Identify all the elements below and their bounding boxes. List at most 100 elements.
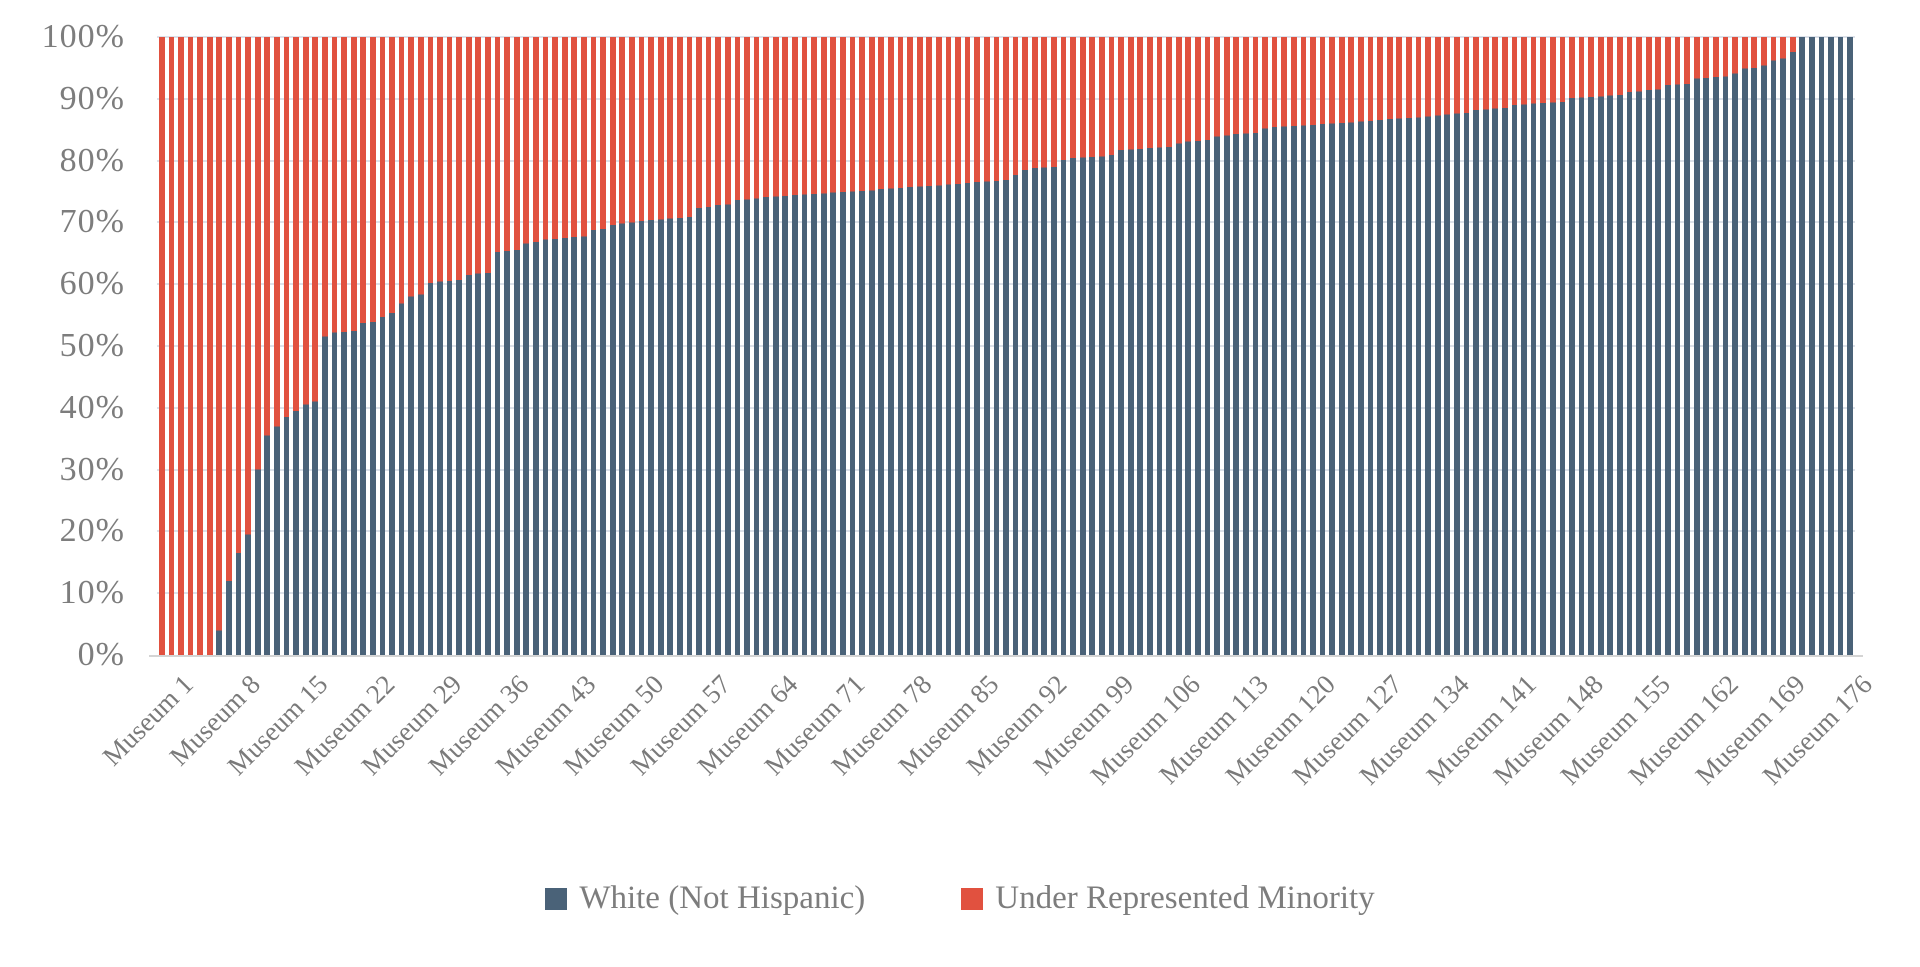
bar-museum-25 [389,37,395,655]
bar-museum-111 [1214,37,1220,655]
bar-museum-4 [187,37,194,655]
bar-museum-108 [1185,37,1192,655]
bar-museum-133 [1425,37,1431,655]
bar-museum-92 [1031,37,1038,655]
bar-museum-143 [1521,37,1527,655]
bar-museum-75 [868,37,875,655]
bar-museum-47 [600,37,606,655]
bar-museum-6 [206,37,213,655]
y-tick-label-30: 30% [59,450,125,488]
bar-museum-63 [753,37,760,655]
bar-museum-36 [494,37,501,655]
bar-museum-146 [1549,37,1556,655]
bar-museum-43 [561,37,568,655]
bar-museum-162 [1703,37,1710,655]
bar-museum-176 [1837,37,1844,655]
bar-museum-85 [964,37,971,655]
bar-museum-65 [772,37,779,655]
bar-museum-58 [705,37,712,655]
bar-museum-83 [945,37,952,655]
bar-museum-42 [552,37,558,655]
bar-museum-87 [983,37,990,655]
bar-museum-95 [1060,37,1067,655]
bar-museum-30 [437,37,443,655]
y-tick-label-100: 100% [41,18,125,55]
bar-museum-166 [1741,37,1748,655]
bar-museum-161 [1693,37,1700,655]
legend-item-urm: Under Represented Minority [961,880,1375,917]
bar-museum-128 [1377,37,1383,655]
y-tick-label-20: 20% [59,512,125,550]
bar-museum-29 [427,37,434,655]
bar-museum-126 [1358,37,1364,655]
bar-museum-123 [1329,37,1336,655]
bar-museum-91 [1022,37,1029,655]
bar-museum-5 [197,37,204,655]
bar-museum-88 [993,37,1000,655]
bar-museum-118 [1281,37,1288,655]
bar-museum-136 [1454,37,1460,655]
bar-museum-59 [715,37,722,655]
bar-museum-37 [504,37,511,655]
bar-museum-148 [1569,37,1575,655]
bar-museum-175 [1828,37,1834,655]
bar-museum-79 [907,37,913,655]
bar-museum-121 [1310,37,1316,655]
bar-museum-26 [398,37,405,655]
bar-museum-62 [744,37,750,655]
bar-museum-7 [216,37,223,655]
bar-museum-41 [542,37,549,655]
bar-museum-106 [1166,37,1172,655]
bar-museum-39 [523,37,530,655]
bar-museum-117 [1271,37,1278,655]
bar-museum-93 [1041,37,1048,655]
bar-museum-27 [408,37,415,655]
bar-museum-172 [1799,37,1806,655]
bar-museum-64 [763,37,770,655]
bar-museum-169 [1770,37,1777,655]
bar-museum-66 [782,37,789,655]
bar-museum-155 [1636,37,1643,655]
bar-museum-31 [446,37,453,655]
bar-museum-28 [417,37,424,655]
bar-museum-17 [312,37,319,655]
bar-museum-48 [609,37,616,655]
x-axis-line [149,655,1863,657]
bar-museum-21 [350,37,357,655]
bar-museum-80 [916,37,923,655]
bar-museum-32 [456,37,463,655]
bar-museum-35 [485,37,491,655]
bar-museum-152 [1607,37,1614,655]
bar-museum-104 [1147,37,1153,655]
bar-museum-134 [1434,37,1441,655]
bar-museum-115 [1252,37,1259,655]
bar-museum-131 [1406,37,1412,655]
bar-museum-33 [465,37,472,655]
legend-label-urm: Under Represented Minority [995,880,1375,916]
bar-museum-159 [1674,37,1681,655]
y-tick-label-0: 0% [77,636,125,673]
bar-museum-154 [1626,37,1633,655]
y-tick-label-60: 60% [59,265,125,303]
bar-museum-71 [830,37,837,655]
plot-area [149,36,1863,657]
bar-museum-56 [686,37,693,655]
bar-museum-52 [648,37,654,655]
bar-museum-170 [1780,37,1786,655]
bar-museum-67 [792,37,798,655]
bar-museum-173 [1808,37,1815,655]
bar-museum-151 [1597,37,1604,655]
bar-museum-14 [283,37,290,655]
y-tick-label-40: 40% [59,388,125,426]
bar-museum-140 [1492,37,1499,655]
bar-museum-76 [878,37,885,655]
bar-museum-107 [1175,37,1182,655]
bar-museum-122 [1319,37,1326,655]
bar-museum-8 [226,37,232,655]
y-axis: 100% 90% 80% 70% 60% 50% 40% 30% 20% 10% 0% [0,0,135,700]
bar-museum-11 [254,37,261,655]
bar-museum-112 [1223,37,1230,655]
x-axis: Museum 1 Museum 8 Museum 15 Museum 22 Museum… [97,657,1878,897]
bar-museum-168 [1760,37,1767,655]
bar-museum-15 [293,37,299,655]
